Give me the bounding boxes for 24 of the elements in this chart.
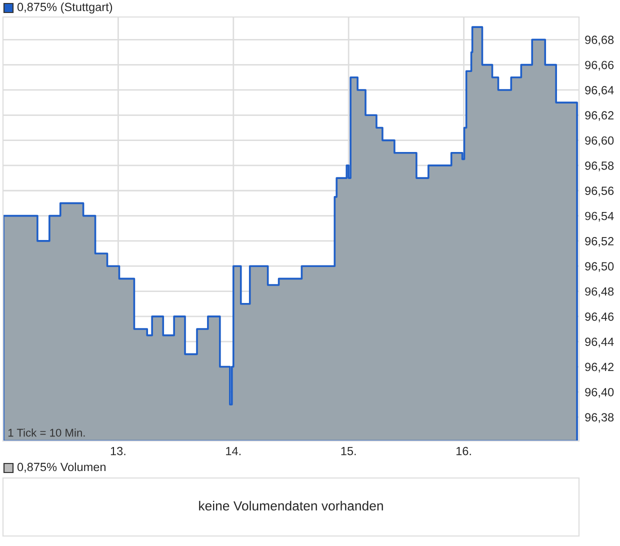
y-tick-label: 96,62 xyxy=(585,111,614,121)
x-tick-label: 16. xyxy=(456,446,471,456)
chart-title: 0,875% (Stuttgart) xyxy=(17,2,112,14)
y-tick-label: 96,52 xyxy=(585,236,614,247)
y-tick-label: 96,56 xyxy=(585,186,614,196)
annotation: 1 Tick = 10 Min. xyxy=(8,428,85,437)
y-tick-label: 96,58 xyxy=(585,161,614,172)
y-tick-label: 96,48 xyxy=(585,287,614,298)
y-tick-label: 96,42 xyxy=(585,362,614,373)
y-tick-label: 96,40 xyxy=(585,388,614,398)
y-tick-label: 96,68 xyxy=(585,36,614,46)
y-tick-label: 96,66 xyxy=(585,60,614,71)
y-tick-label: 96,38 xyxy=(585,413,614,423)
text: 0,875% Volumen xyxy=(17,462,106,473)
x-tick-label: 15. xyxy=(341,446,356,456)
x-tick-label: 13. xyxy=(110,446,126,456)
text: keine Volumendaten vorhanden xyxy=(199,500,383,511)
y-tick-label: 96,54 xyxy=(585,212,614,222)
y-tick-label: 96,64 xyxy=(585,86,614,96)
y-tick-label: 96,50 xyxy=(585,262,614,272)
y-tick-label: 96,44 xyxy=(585,338,614,348)
y-tick-label: 96,60 xyxy=(585,136,614,146)
x-tick-label: 14. xyxy=(226,446,241,456)
y-tick-label: 96,46 xyxy=(585,312,614,322)
